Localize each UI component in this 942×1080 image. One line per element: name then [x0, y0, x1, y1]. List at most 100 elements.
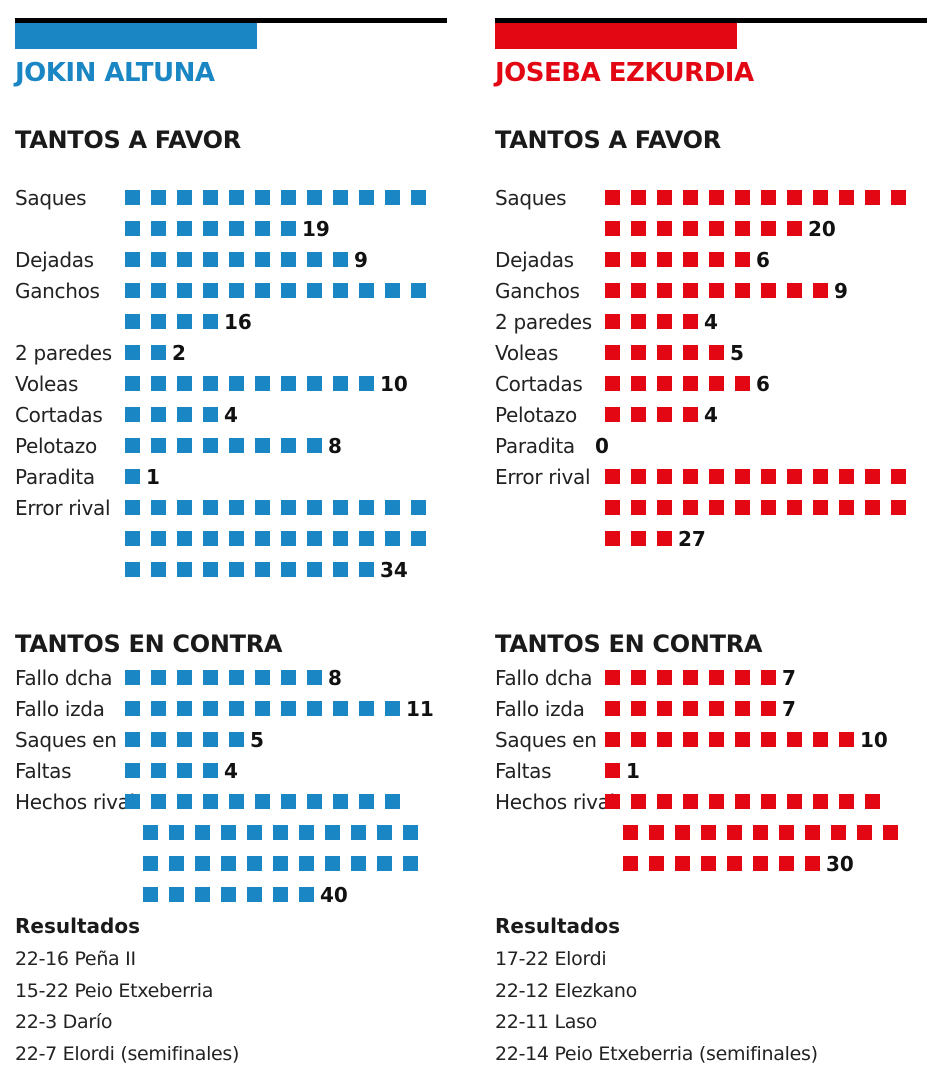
result-item: 17-22 Elordi [495, 948, 607, 970]
category-label: Ganchos [495, 279, 580, 303]
value-square [255, 438, 270, 453]
value-square [605, 345, 620, 360]
value-square [177, 562, 192, 577]
value-square [359, 283, 374, 298]
value-square [151, 794, 166, 809]
value-square [203, 190, 218, 205]
category-label: Paradita [495, 434, 575, 458]
data-label: 7 [782, 666, 796, 690]
value-square [221, 887, 236, 902]
value-square [255, 221, 270, 236]
value-square [255, 500, 270, 515]
value-square [761, 732, 776, 747]
value-square [359, 701, 374, 716]
value-square [125, 314, 140, 329]
result-item: 22-7 Elordi (semifinales) [15, 1042, 240, 1065]
data-label: 11 [406, 697, 434, 721]
value-square [709, 283, 724, 298]
top-rule [15, 18, 447, 23]
value-square [229, 701, 244, 716]
value-square [333, 500, 348, 515]
value-square [273, 825, 288, 840]
value-square [787, 469, 802, 484]
value-square [359, 794, 374, 809]
value-square [177, 438, 192, 453]
value-square [125, 732, 140, 747]
value-square [761, 221, 776, 236]
value-square [385, 283, 400, 298]
value-square [359, 500, 374, 515]
value-square [735, 732, 750, 747]
value-square [307, 190, 322, 205]
data-label: 9 [354, 248, 368, 272]
category-label: Cortadas [495, 372, 583, 396]
category-label: Saques en [495, 728, 597, 752]
value-square [125, 701, 140, 716]
value-square [203, 670, 218, 685]
value-square [839, 794, 854, 809]
category-label: Fallo izda [495, 697, 585, 721]
value-square [631, 376, 646, 391]
value-square [177, 500, 192, 515]
category-label: Fallo dcha [495, 666, 593, 690]
value-square [605, 531, 620, 546]
value-square [221, 856, 236, 871]
category-label: Error rival [15, 496, 111, 520]
value-square [727, 825, 742, 840]
value-square [307, 376, 322, 391]
value-square [281, 670, 296, 685]
player-color-bar [495, 23, 737, 49]
value-square [307, 531, 322, 546]
results-list: 22-16 Peña II 15-22 Peio Etxeberria 22-3… [15, 944, 239, 1070]
value-square [169, 825, 184, 840]
value-square [787, 500, 802, 515]
value-square [143, 887, 158, 902]
value-square [359, 376, 374, 391]
value-square [683, 469, 698, 484]
player-color-bar [15, 23, 257, 49]
value-square [177, 221, 192, 236]
value-square [229, 732, 244, 747]
value-square [683, 283, 698, 298]
value-square [281, 252, 296, 267]
value-square [683, 221, 698, 236]
value-square [631, 732, 646, 747]
value-square [735, 670, 750, 685]
category-label: Paradita [15, 465, 95, 489]
data-label: 16 [224, 310, 252, 334]
value-square [683, 732, 698, 747]
value-square [255, 376, 270, 391]
value-square [761, 794, 776, 809]
value-square [203, 407, 218, 422]
data-label: 19 [302, 217, 330, 241]
value-square [359, 562, 374, 577]
data-label: 4 [704, 310, 718, 334]
result-item: 15-22 Peio Etxeberria [15, 979, 214, 1002]
value-square [195, 825, 210, 840]
value-square [177, 732, 192, 747]
value-square [177, 283, 192, 298]
value-square [813, 283, 828, 298]
value-square [143, 856, 158, 871]
value-square [125, 763, 140, 778]
value-square [631, 283, 646, 298]
value-square [255, 252, 270, 267]
value-square [709, 190, 724, 205]
value-square [125, 376, 140, 391]
value-square [229, 794, 244, 809]
value-square [657, 345, 672, 360]
value-square [325, 856, 340, 871]
value-square [709, 500, 724, 515]
value-square [281, 438, 296, 453]
value-square [221, 825, 236, 840]
value-square [281, 500, 296, 515]
value-square [255, 283, 270, 298]
value-square [307, 562, 322, 577]
value-square [839, 732, 854, 747]
value-square [813, 732, 828, 747]
value-square [631, 469, 646, 484]
value-square [255, 701, 270, 716]
category-label: Faltas [15, 759, 72, 783]
value-square [229, 283, 244, 298]
value-square [657, 500, 672, 515]
